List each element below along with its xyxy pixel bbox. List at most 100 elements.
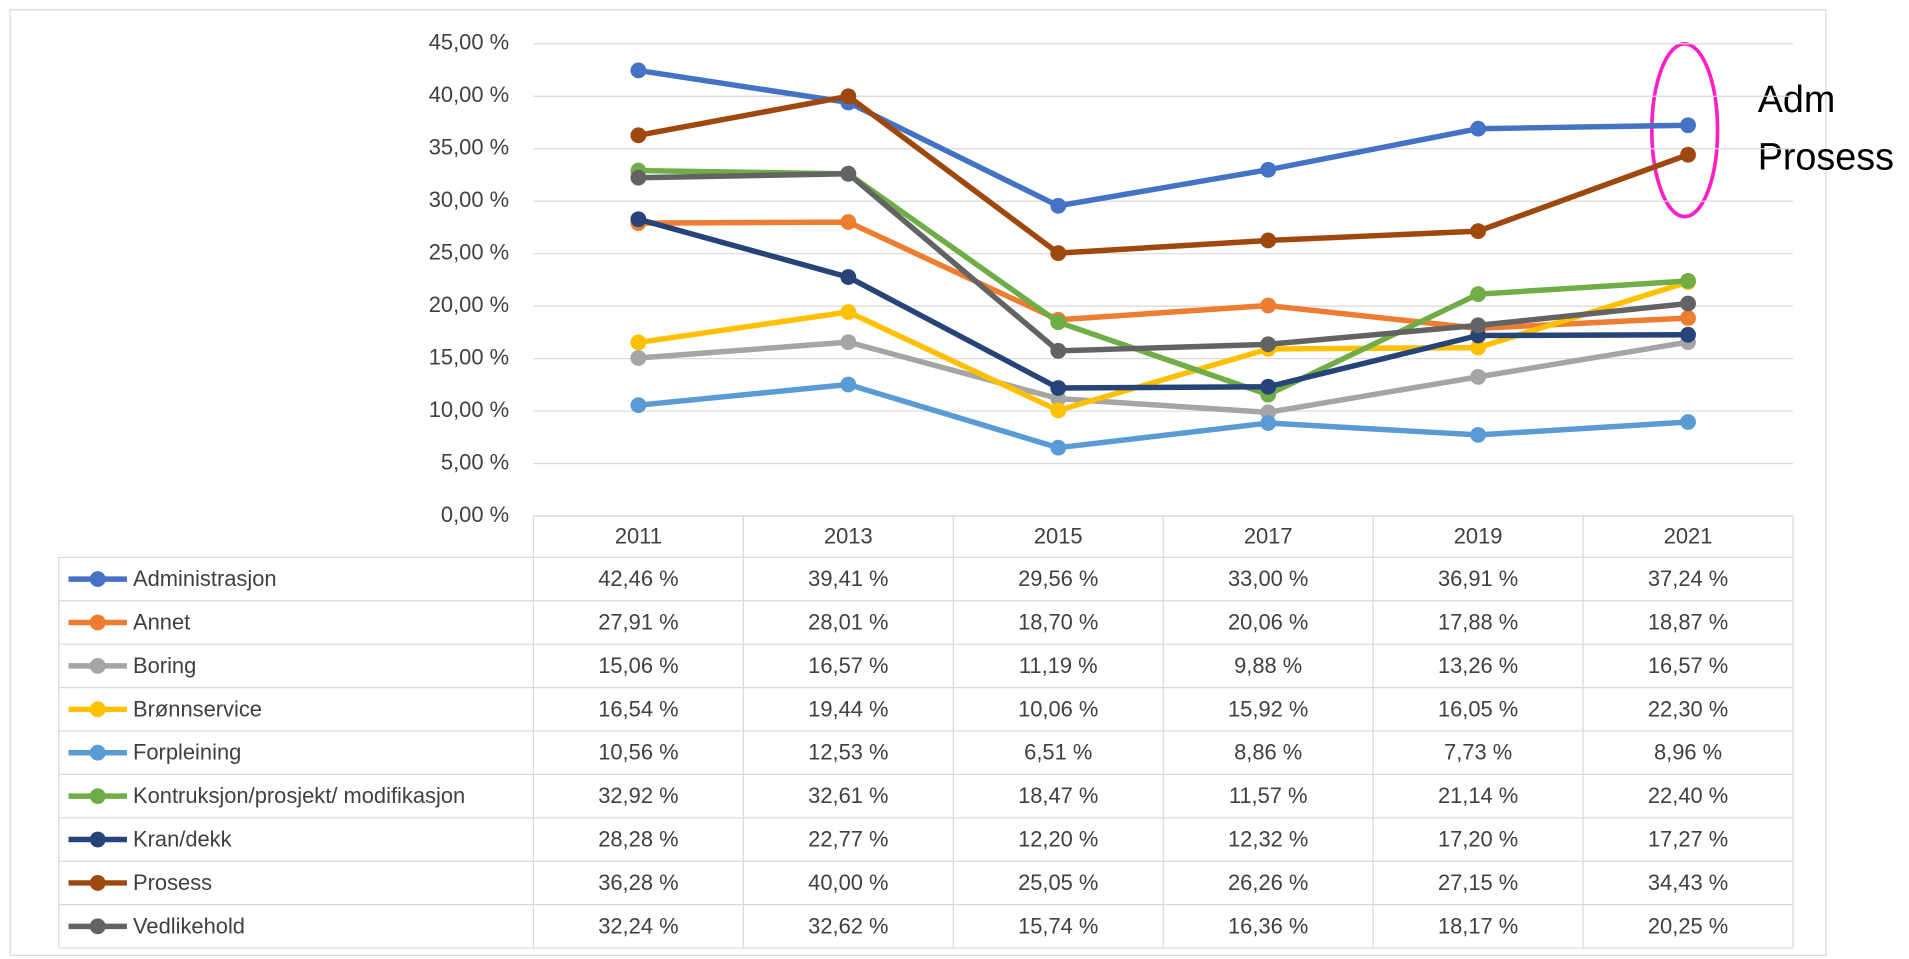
table-cell: 12,32 % (1228, 827, 1308, 852)
chart-frame (9, 9, 1827, 956)
table-cell: 16,57 % (1648, 653, 1728, 678)
point (840, 334, 857, 351)
series-line (638, 219, 1689, 332)
table-cell: 19,44 % (808, 696, 888, 721)
y-tick-label: 15,00 % (429, 344, 509, 369)
table-cell: 32,61 % (808, 783, 888, 808)
legend-swatch (89, 701, 106, 718)
point (1470, 317, 1487, 334)
table-cell: 25,05 % (1018, 870, 1098, 895)
legend-swatch (89, 831, 106, 848)
x-tick-label: 2019 (1454, 524, 1503, 549)
legend-label: Boring (133, 653, 196, 678)
table-cell: 39,41 % (808, 566, 888, 591)
table-cell: 10,06 % (1018, 696, 1098, 721)
table-cell: 34,43 % (1648, 870, 1728, 895)
table-cell: 26,26 % (1228, 870, 1308, 895)
annotation: Adm (1758, 78, 1836, 120)
series-line (638, 339, 1689, 416)
table-cell: 12,20 % (1018, 827, 1098, 852)
table-cell: 33,00 % (1228, 566, 1308, 591)
series-line (637, 216, 1689, 391)
point (1260, 336, 1277, 353)
point (630, 211, 647, 228)
point (1680, 273, 1696, 289)
point (1680, 326, 1696, 343)
point (1050, 380, 1067, 396)
point (1470, 339, 1487, 356)
table-cell: 28,01 % (808, 609, 888, 634)
legend-label: Vedlikehold (133, 913, 245, 938)
point (630, 334, 647, 351)
y-tick-label: 5,00 % (441, 449, 509, 474)
table-cell: 16,36 % (1228, 913, 1308, 938)
table-cell: 36,91 % (1438, 566, 1518, 591)
point (840, 88, 857, 105)
point (1050, 402, 1067, 419)
table-cell: 16,05 % (1438, 696, 1518, 721)
table-cell: 22,30 % (1648, 696, 1728, 721)
series-line (638, 170, 1689, 354)
point (1260, 378, 1277, 395)
table-cell: 12,53 % (808, 740, 888, 765)
legend-swatch (89, 918, 106, 935)
table-cell: 27,91 % (598, 609, 678, 634)
point (630, 62, 647, 79)
y-tick-label: 25,00 % (429, 239, 509, 264)
point (630, 169, 647, 186)
table-cell: 7,73 % (1444, 740, 1512, 765)
point (1680, 117, 1696, 134)
point (1260, 297, 1277, 314)
point (840, 165, 857, 182)
legend-swatch (89, 614, 106, 631)
series-line (637, 67, 1689, 209)
point (840, 214, 857, 231)
point (1470, 223, 1487, 240)
y-tick-label: 20,00 % (429, 292, 509, 317)
table-cell: 15,92 % (1228, 696, 1308, 721)
series-line (637, 93, 1689, 256)
table-cell: 32,92 % (598, 783, 678, 808)
table-cell: 36,28 % (598, 870, 678, 895)
point (1470, 426, 1487, 443)
table-cell: 16,54 % (598, 696, 678, 721)
table-cell: 40,00 % (808, 870, 888, 895)
x-tick-label: 2011 (615, 524, 662, 549)
point (1050, 197, 1067, 214)
table-cell: 18,17 % (1438, 913, 1518, 938)
legend-swatch (89, 875, 106, 891)
legend-label: Annet (133, 609, 190, 634)
point (1050, 245, 1067, 262)
table-cell: 20,06 % (1228, 609, 1308, 634)
table-cell: 10,56 % (598, 740, 678, 765)
point (1050, 342, 1067, 359)
table-cell: 27,15 % (1438, 870, 1518, 895)
point (1260, 161, 1277, 178)
point (1680, 146, 1696, 163)
table-cell: 42,46 % (598, 566, 678, 591)
point (840, 304, 857, 320)
y-tick-label: 10,00 % (429, 397, 509, 422)
y-tick-label: 35,00 % (429, 135, 509, 160)
table-cell: 18,70 % (1018, 609, 1098, 634)
table-cell: 18,47 % (1018, 783, 1098, 808)
table-cell: 16,57 % (808, 653, 888, 678)
point (1680, 310, 1696, 326)
table-cell: 9,88 % (1234, 653, 1302, 678)
x-tick-label: 2015 (1034, 524, 1083, 549)
table-cell: 11,57 % (1229, 783, 1308, 808)
table-cell: 32,24 % (598, 913, 678, 938)
point (1680, 414, 1696, 430)
y-tick-label: 30,00 % (429, 187, 509, 212)
table-cell: 17,88 % (1438, 609, 1518, 634)
table-cell: 6,51 % (1024, 740, 1092, 765)
legend-label: Administrasjon (133, 566, 277, 591)
table-cell: 21,14 % (1438, 783, 1518, 808)
legend-swatch (89, 744, 106, 761)
table-cell: 20,25 % (1648, 913, 1728, 938)
point (630, 350, 647, 366)
point (1470, 286, 1487, 303)
table-cell: 22,40 % (1648, 783, 1728, 808)
